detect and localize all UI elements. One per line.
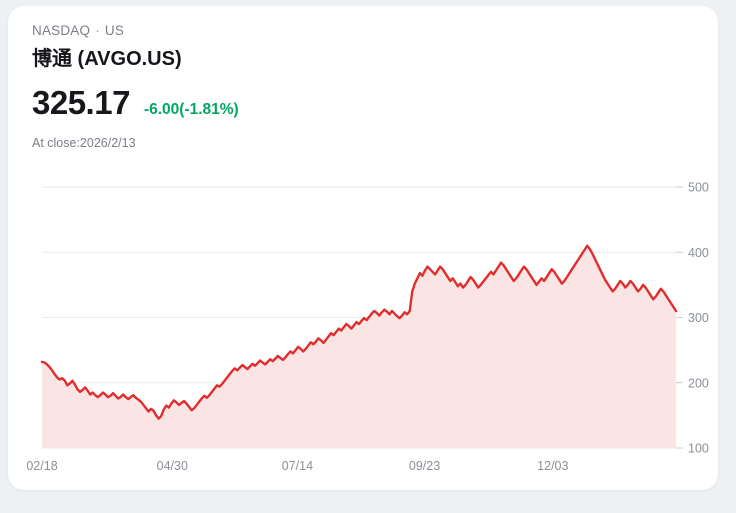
x-axis-tick-label: 02/18: [26, 459, 57, 473]
y-axis-labels: 100 200 300 400 500: [688, 181, 709, 456]
exchange-region-row: NASDAQ · US: [32, 22, 672, 40]
y-axis-tick-label: 400: [688, 246, 709, 260]
exchange-name: NASDAQ: [32, 23, 91, 38]
separator-dot: ·: [95, 23, 100, 38]
price-area-fill: [42, 245, 676, 448]
quote-header: NASDAQ · US 博通 (AVGO.US) 325.17 -6.00(-1.8…: [32, 22, 672, 151]
price-chart[interactable]: 100 200 300 400 500 02/18 04/30 07/14 09/23 12/0…: [8, 166, 718, 486]
region-label: US: [104, 23, 125, 38]
stock-quote-card: NASDAQ · US 博通 (AVGO.US) 325.17 -6.00(-1.8…: [8, 6, 718, 490]
x-axis-tick-label: 04/30: [157, 459, 188, 473]
price-change: -6.00(-1.81%): [143, 101, 239, 118]
price-row: 325.17 -6.00(-1.81%): [32, 84, 672, 122]
page-title: 博通 (AVGO.US): [32, 48, 182, 70]
price-chart-svg[interactable]: 100 200 300 400 500 02/18 04/30 07/14 09/23 12/0…: [8, 166, 718, 486]
last-price: 325.17: [32, 84, 130, 121]
market-status-note: At close:2026/2/13: [32, 136, 136, 150]
x-axis-tick-label: 07/14: [282, 459, 313, 473]
x-axis-labels: 02/18 04/30 07/14 09/23 12/03: [26, 459, 568, 473]
y-axis-tick-label: 500: [688, 181, 709, 195]
x-axis-tick-label: 09/23: [409, 459, 440, 473]
x-axis-tick-label: 12/03: [537, 459, 568, 473]
y-axis-tick-label: 200: [688, 376, 709, 390]
y-axis-tick-label: 300: [688, 311, 709, 325]
price-line: [40, 244, 678, 420]
y-axis-tick-label: 100: [688, 442, 709, 456]
